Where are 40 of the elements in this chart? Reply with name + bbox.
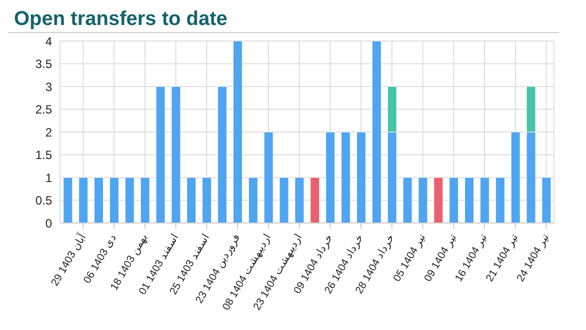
bar [542, 177, 552, 223]
y-tick-label: 0.5 [35, 194, 52, 208]
bar [341, 132, 351, 223]
y-tick-label: 2 [45, 125, 52, 140]
bar [156, 86, 166, 223]
bar [94, 177, 104, 223]
bar [449, 177, 459, 223]
bar [78, 177, 88, 223]
y-tick-label: 4 [45, 34, 52, 48]
bar [140, 177, 150, 223]
bar [464, 177, 474, 223]
bar [356, 132, 366, 223]
bar [218, 86, 228, 223]
bar [495, 177, 505, 223]
bar [372, 41, 382, 223]
bar [109, 177, 119, 223]
bar [402, 177, 412, 223]
bar [294, 177, 304, 223]
bar [124, 177, 134, 223]
bar [248, 177, 258, 223]
bar [310, 177, 320, 223]
bar [171, 86, 181, 223]
y-tick-label: 3 [45, 80, 52, 94]
bar [232, 41, 242, 223]
y-tick-label: 1.5 [35, 148, 52, 162]
bar [186, 177, 196, 223]
chart-title: Open transfers to date [8, 8, 559, 33]
y-tick-label: 3.5 [35, 57, 52, 72]
bar [434, 177, 444, 223]
bar [510, 132, 520, 223]
bar [279, 177, 289, 223]
y-tick-label: 2.5 [35, 102, 52, 117]
bar [63, 177, 73, 223]
bar [480, 177, 490, 223]
bar [264, 132, 274, 223]
y-tick-label: 0 [45, 216, 52, 230]
bar [202, 177, 212, 223]
y-tick-label: 1 [45, 170, 52, 185]
bar [418, 177, 428, 223]
bar [326, 132, 336, 223]
